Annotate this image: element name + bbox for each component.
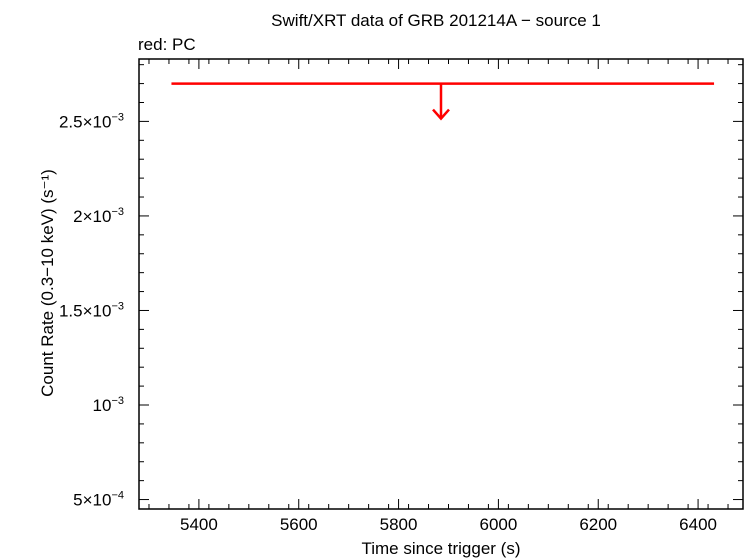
- x-tick-label: 6000: [479, 515, 517, 534]
- x-axis-label: Time since trigger (s): [361, 539, 520, 558]
- series-layer: [171, 82, 715, 121]
- y-axis: 5×10−4 10−3 1.5×10−3 2×10−3 2.5×10−3: [59, 64, 743, 510]
- x-tick-label: 6400: [679, 515, 717, 534]
- plot-frame: [138, 58, 744, 510]
- chart-subtitle: red: PC: [138, 35, 196, 54]
- y-tick-label: 1.5×10−3: [59, 300, 124, 320]
- chart-title: Swift/XRT data of GRB 201214A − source 1: [271, 11, 601, 30]
- y-tick-label: 2×10−3: [73, 206, 124, 226]
- x-axis: 5400 5600 5800 6000 6200 6400: [148, 59, 729, 534]
- upper-limit-arrowhead: [432, 108, 450, 121]
- data-point-upper-limit: [171, 82, 715, 121]
- x-tick-label: 5400: [180, 515, 218, 534]
- y-tick-label: 2.5×10−3: [59, 111, 124, 131]
- x-tick-label: 6200: [579, 515, 617, 534]
- x-tick-label: 5800: [380, 515, 418, 534]
- y-tick-label: 5×10−4: [73, 490, 124, 510]
- x-tick-label: 5600: [280, 515, 318, 534]
- y-axis-label: Count Rate (0.3−10 keV) (s⁻¹): [38, 169, 57, 397]
- y-tick-label: 10−3: [93, 395, 124, 415]
